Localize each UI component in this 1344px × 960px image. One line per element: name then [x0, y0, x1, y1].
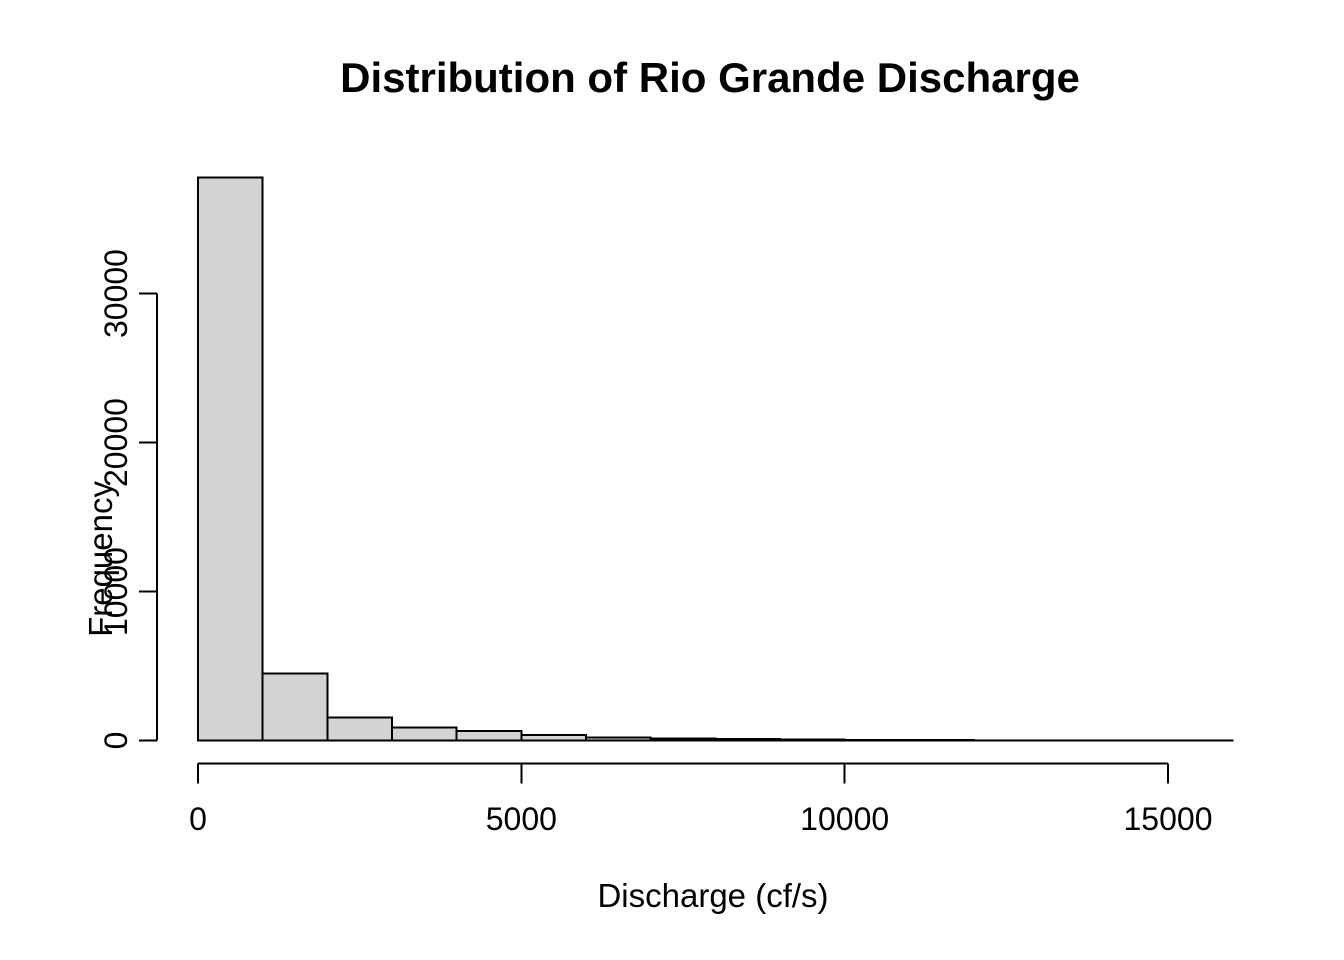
- y-tick-label: 20000: [98, 398, 134, 487]
- x-axis-title: Discharge (cf/s): [597, 877, 829, 914]
- x-tick-label: 5000: [486, 801, 557, 837]
- histogram-bar: [585, 736, 652, 742]
- histogram-bar: [326, 716, 393, 742]
- histogram-bar: [779, 738, 846, 742]
- x-tick-label: 0: [189, 801, 207, 837]
- histogram-bar: [649, 737, 717, 742]
- x-axis: 0 5000 10000 15000: [189, 762, 1213, 837]
- histogram-bar: [843, 738, 911, 742]
- histogram-bar: [714, 738, 781, 742]
- histogram-bar: [455, 730, 523, 742]
- histogram-bar: [197, 176, 264, 742]
- histogram-bar: [391, 726, 458, 742]
- y-tick-label: 10000: [98, 547, 134, 636]
- y-tick-label: 30000: [98, 249, 134, 338]
- x-tick-label: 15000: [1124, 801, 1213, 837]
- bars-group: [197, 176, 1234, 742]
- chart-title: Distribution of Rio Grande Discharge: [340, 54, 1080, 101]
- y-tick-label: 0: [98, 732, 134, 750]
- histogram-bar: [261, 672, 329, 742]
- x-tick-label: 10000: [800, 801, 889, 837]
- y-axis-title: Frequency: [81, 481, 119, 637]
- y-axis: 0 10000 20000 30000: [98, 249, 158, 750]
- histogram-bar: [520, 733, 587, 742]
